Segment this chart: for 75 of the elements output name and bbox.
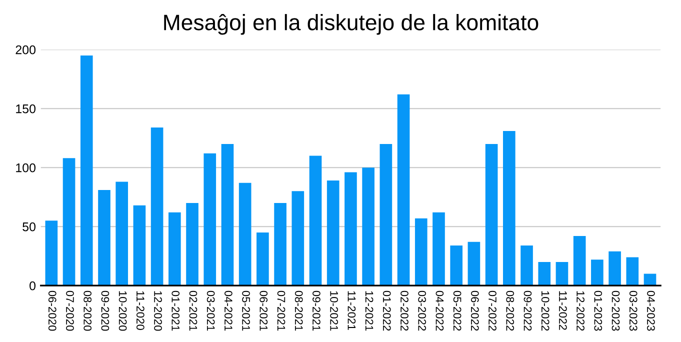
x-tick-label: 06-2021: [260, 290, 268, 331]
bar: [626, 257, 639, 286]
bar: [98, 190, 110, 286]
x-tick-label: 06-2020: [48, 290, 56, 331]
x-tick-label: 12-2022: [576, 291, 584, 331]
x-tick-label: 06-2022: [470, 290, 479, 331]
bar: [274, 202, 286, 286]
x-tick-label: 09-2021: [312, 290, 320, 331]
x-tick-label: 10-2020: [118, 291, 127, 331]
bar: [432, 212, 445, 286]
x-tick-label: 04-2023: [647, 290, 655, 331]
x-tick-label: 07-2021: [277, 290, 286, 331]
x-tick-label: 02-2022: [400, 290, 408, 331]
bar: [503, 131, 516, 286]
bar: [80, 55, 93, 286]
x-tick-label: 02-2023: [612, 290, 620, 331]
bar: [362, 168, 374, 286]
bar: [573, 236, 586, 286]
bar: [292, 191, 304, 286]
bar: [591, 260, 604, 286]
x-tick-label: 05-2021: [242, 290, 250, 331]
x-tick-label: 08-2022: [506, 290, 514, 331]
bar: [256, 232, 269, 286]
x-tick-label: 12-2021: [365, 291, 374, 331]
x-tick-label: 09-2020: [101, 290, 110, 331]
x-tick-label: 07-2022: [488, 290, 496, 331]
bar: [238, 182, 252, 286]
x-tick-label: 03-2023: [629, 290, 638, 331]
x-tick-label: 09-2022: [524, 290, 532, 331]
bar: [538, 262, 551, 286]
x-tick-label: 05-2022: [453, 290, 462, 331]
bar: [45, 220, 58, 286]
x-tick-label: 08-2020: [84, 290, 92, 331]
bar: [556, 262, 568, 286]
bar: [204, 153, 216, 286]
bar: [397, 94, 410, 286]
y-tick-label: 0: [30, 281, 36, 290]
bar: [221, 144, 234, 286]
x-tick-label: 03-2021: [206, 290, 215, 331]
bar: [168, 212, 181, 286]
bar: [326, 180, 340, 286]
x-tick-label: 04-2022: [436, 290, 444, 331]
x-tick-label: 08-2021: [294, 290, 303, 331]
bar: [520, 245, 533, 286]
x-tick-label: 01-2022: [382, 290, 391, 331]
y-tick-label: 200: [16, 45, 36, 54]
x-tick-label: 10-2022: [541, 291, 550, 331]
x-tick-label: 11-2021: [348, 291, 356, 330]
bar: [380, 144, 392, 286]
bar: [344, 172, 357, 286]
bar: [116, 182, 128, 286]
bar: [414, 218, 428, 286]
x-tick-label: 11-2022: [558, 291, 567, 330]
bar: [485, 144, 498, 286]
x-tick-label: 02-2021: [189, 290, 198, 331]
x-tick-label: 04-2021: [224, 290, 232, 331]
bar: [450, 245, 463, 286]
bar: [62, 158, 76, 286]
x-tick-label: 10-2021: [330, 291, 338, 331]
x-tick-label: 12-2020: [154, 291, 162, 331]
bar: [608, 251, 621, 286]
y-tick-label: 50: [22, 222, 36, 232]
chart-title: Mesaĝoj en la diskutejo de la komitato: [164, 14, 538, 35]
bar: [186, 202, 198, 286]
x-tick-label: 07-2020: [66, 290, 74, 331]
bar: [468, 242, 480, 286]
bar: [150, 127, 164, 286]
bar: [133, 205, 146, 286]
x-tick-label: 01-2023: [594, 290, 602, 331]
y-tick-label: 150: [16, 104, 36, 114]
bar: [309, 156, 322, 286]
y-tick-label: 100: [16, 163, 36, 172]
x-tick-label: 01-2021: [172, 290, 180, 331]
x-tick-label: 11-2020: [136, 291, 144, 330]
x-tick-label: 03-2022: [418, 290, 426, 331]
